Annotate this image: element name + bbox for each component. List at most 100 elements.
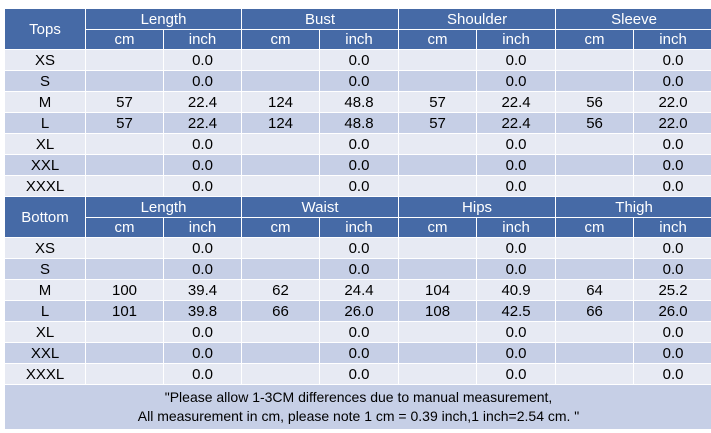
measurement-cell: 0.0 [164, 176, 242, 196]
measurement-cell: 64 [556, 280, 634, 300]
section-label: Bottom [5, 197, 85, 237]
measurement-cell [86, 155, 163, 175]
unit-header: inch [634, 30, 711, 49]
size-row: XS 0.0 0.0 0.0 0.0 [5, 238, 711, 258]
measurement-cell [399, 71, 477, 91]
measurement-cell: 22.0 [634, 92, 711, 112]
measurement-cell: 0.0 [164, 50, 242, 70]
measurement-cell: 0.0 [320, 343, 399, 363]
size-label: M [5, 280, 85, 300]
measurement-cell: 0.0 [477, 50, 556, 70]
measurement-cell [242, 155, 320, 175]
measurement-cell [242, 322, 320, 342]
measurement-cell: 39.4 [164, 280, 242, 300]
size-row: L 57 22.4 124 48.8 57 22.4 56 22.0 [5, 113, 711, 133]
measurement-cell: 0.0 [477, 134, 556, 154]
unit-header: inch [164, 30, 242, 49]
measurement-cell: 48.8 [320, 113, 399, 133]
measurement-cell: 0.0 [320, 50, 399, 70]
measurement-cell: 0.0 [320, 364, 399, 384]
measurement-cell: 24.4 [320, 280, 399, 300]
measurement-cell: 22.4 [164, 113, 242, 133]
size-row: XXL 0.0 0.0 0.0 0.0 [5, 155, 711, 175]
measurement-cell [242, 50, 320, 70]
measurement-cell: 66 [556, 301, 634, 321]
measurement-cell [86, 238, 163, 258]
measurement-cell: 0.0 [634, 71, 711, 91]
measurement-cell [86, 134, 163, 154]
unit-header: cm [399, 218, 477, 237]
measurement-cell: 40.9 [477, 280, 556, 300]
measurement-cell [86, 176, 163, 196]
measurement-cell [86, 322, 163, 342]
measurement-cell: 0.0 [320, 259, 399, 279]
measurement-cell [242, 343, 320, 363]
measurement-cell [242, 71, 320, 91]
size-chart-body: Tops Length Bust Shoulder Sleeve cm inch cm inch… [5, 9, 711, 429]
section-header-row: Bottom Length Waist Hips Thigh [5, 197, 711, 237]
measurement-cell: 22.4 [477, 113, 556, 133]
measurement-cell: 0.0 [164, 259, 242, 279]
measurement-cell: 0.0 [320, 322, 399, 342]
measurement-cell [556, 364, 634, 384]
size-row: XXXL 0.0 0.0 0.0 0.0 [5, 364, 711, 384]
measurement-cell: 57 [86, 113, 163, 133]
measurement-cell [556, 238, 634, 258]
measurement-cell: 25.2 [634, 280, 711, 300]
measurement-cell [399, 259, 477, 279]
measurement-cell [556, 176, 634, 196]
measurement-cell [399, 322, 477, 342]
measurement-group-header: Sleeve [556, 9, 711, 29]
size-row: XL 0.0 0.0 0.0 0.0 [5, 322, 711, 342]
measurement-cell [556, 322, 634, 342]
measurement-cell: 56 [556, 113, 634, 133]
size-label: XXL [5, 155, 85, 175]
measurement-cell: 56 [556, 92, 634, 112]
measurement-cell: 0.0 [477, 238, 556, 258]
size-row: L 101 39.8 66 26.0 108 42.5 66 26.0 [5, 301, 711, 321]
measurement-cell [86, 364, 163, 384]
size-label: S [5, 259, 85, 279]
measurement-cell [399, 134, 477, 154]
measurement-cell [242, 176, 320, 196]
measurement-cell: 0.0 [634, 50, 711, 70]
measurement-cell: 0.0 [634, 364, 711, 384]
measurement-cell [86, 50, 163, 70]
measurement-cell: 57 [399, 113, 477, 133]
measurement-group-header: Shoulder [399, 9, 556, 29]
measurement-cell: 0.0 [320, 155, 399, 175]
size-row: M 57 22.4 124 48.8 57 22.4 56 22.0 [5, 92, 711, 112]
size-label: XXL [5, 343, 85, 363]
unit-header-row: cm inch cm inch cm inch cm inch [5, 218, 711, 237]
unit-header: cm [556, 218, 634, 237]
measurement-cell: 0.0 [477, 71, 556, 91]
measurement-cell: 101 [86, 301, 163, 321]
section-header-row: Tops Length Bust Shoulder Sleeve [5, 9, 711, 49]
size-row: M 100 39.4 62 24.4 104 40.9 64 25.2 [5, 280, 711, 300]
measurement-group-header: Hips [399, 197, 556, 217]
measurement-cell [242, 259, 320, 279]
measurement-cell: 0.0 [164, 155, 242, 175]
measurement-cell: 48.8 [320, 92, 399, 112]
measurement-cell [399, 364, 477, 384]
measurement-cell [399, 238, 477, 258]
measurement-cell [242, 364, 320, 384]
measurement-group-header: Length [86, 197, 242, 217]
unit-header: cm [242, 218, 320, 237]
measurement-cell: 0.0 [477, 322, 556, 342]
size-row: XS 0.0 0.0 0.0 0.0 [5, 50, 711, 70]
note-row: "Please allow 1-3CM differences due to m… [5, 385, 711, 429]
measurement-cell: 0.0 [164, 238, 242, 258]
measurement-cell: 0.0 [634, 238, 711, 258]
size-row: S 0.0 0.0 0.0 0.0 [5, 71, 711, 91]
measurement-cell [556, 50, 634, 70]
size-label: S [5, 71, 85, 91]
measurement-cell: 0.0 [634, 322, 711, 342]
measurement-cell: 0.0 [320, 238, 399, 258]
measurement-cell: 0.0 [634, 176, 711, 196]
unit-header: cm [86, 218, 163, 237]
measurement-cell: 0.0 [320, 71, 399, 91]
measurement-cell [556, 134, 634, 154]
measurement-group-header: Length [86, 9, 242, 29]
unit-header: inch [477, 30, 556, 49]
